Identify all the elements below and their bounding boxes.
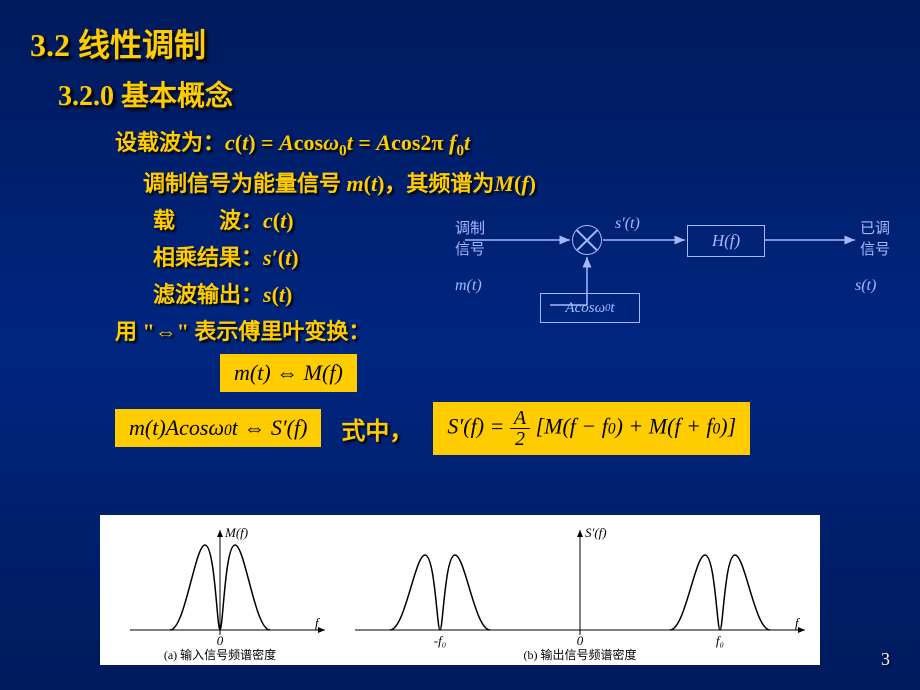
diagram-input-label: 调制信号 [455, 217, 485, 259]
line-modsig: 调制信号为能量信号 m(t)，其频谱为M(f) [143, 167, 890, 200]
eq-box-1: m(t) ⇔ M(f) [220, 354, 357, 392]
fig-left-title: M(f) [224, 525, 248, 540]
diagram-output-label: 已调信号 [860, 217, 890, 259]
diagram-input-sym: m(t) [455, 277, 482, 295]
shizhong-label: 式中， [341, 411, 413, 446]
eq-box-3: S′(f) = A2 [M(f − f0) + M(f + f0)] [433, 402, 750, 455]
heading-sub: 3.2.0 基本概念 [58, 74, 890, 114]
diagram-arrows [455, 205, 895, 335]
spectrum-figures: 0 f M(f) (a) 输入信号频谱密度 0 -f₀ f₀ f S′(f) (… [100, 515, 820, 665]
fig-right-caption: (b) 输出信号频谱密度 [340, 646, 820, 663]
multiplier-icon [572, 225, 602, 255]
fig-left-caption: (a) 输入信号频谱密度 [100, 646, 340, 663]
l4-label: 相乘结果： [153, 245, 263, 270]
fig-output-spectrum: 0 -f₀ f₀ f S′(f) (b) 输出信号频谱密度 [340, 515, 820, 665]
diagram-sprime: s′(t) [615, 215, 640, 233]
diagram-output-sym: s(t) [855, 277, 876, 295]
heading-main: 3.2 线性调制 [30, 20, 890, 66]
carrier-box: Acosω0t [540, 293, 640, 323]
svg-text:S′(f): S′(f) [585, 525, 607, 540]
eq-box-2: m(t)Acosω0t ⇔ S′(f) [115, 409, 321, 447]
frac-den: 2 [510, 429, 530, 449]
l3-label: 载 波： [153, 208, 263, 233]
filter-box: H(f) [687, 225, 765, 257]
page-number: 3 [881, 649, 890, 670]
l5-label: 滤波输出： [153, 282, 263, 307]
frac-num: A [510, 408, 530, 429]
fig-left-xlabel: f [315, 615, 321, 630]
svg-text:f: f [795, 615, 801, 630]
fig-input-spectrum: 0 f M(f) (a) 输入信号频谱密度 [100, 515, 340, 665]
block-diagram: 调制信号 m(t) s′(t) H(f) Acosω0t 已调信号 s(t) [455, 205, 895, 335]
l1-prefix: 设载波为： [115, 130, 225, 155]
line-carrier-def: 设载波为：c(t) = Acosω0t = Acos2π f0t [115, 126, 890, 163]
